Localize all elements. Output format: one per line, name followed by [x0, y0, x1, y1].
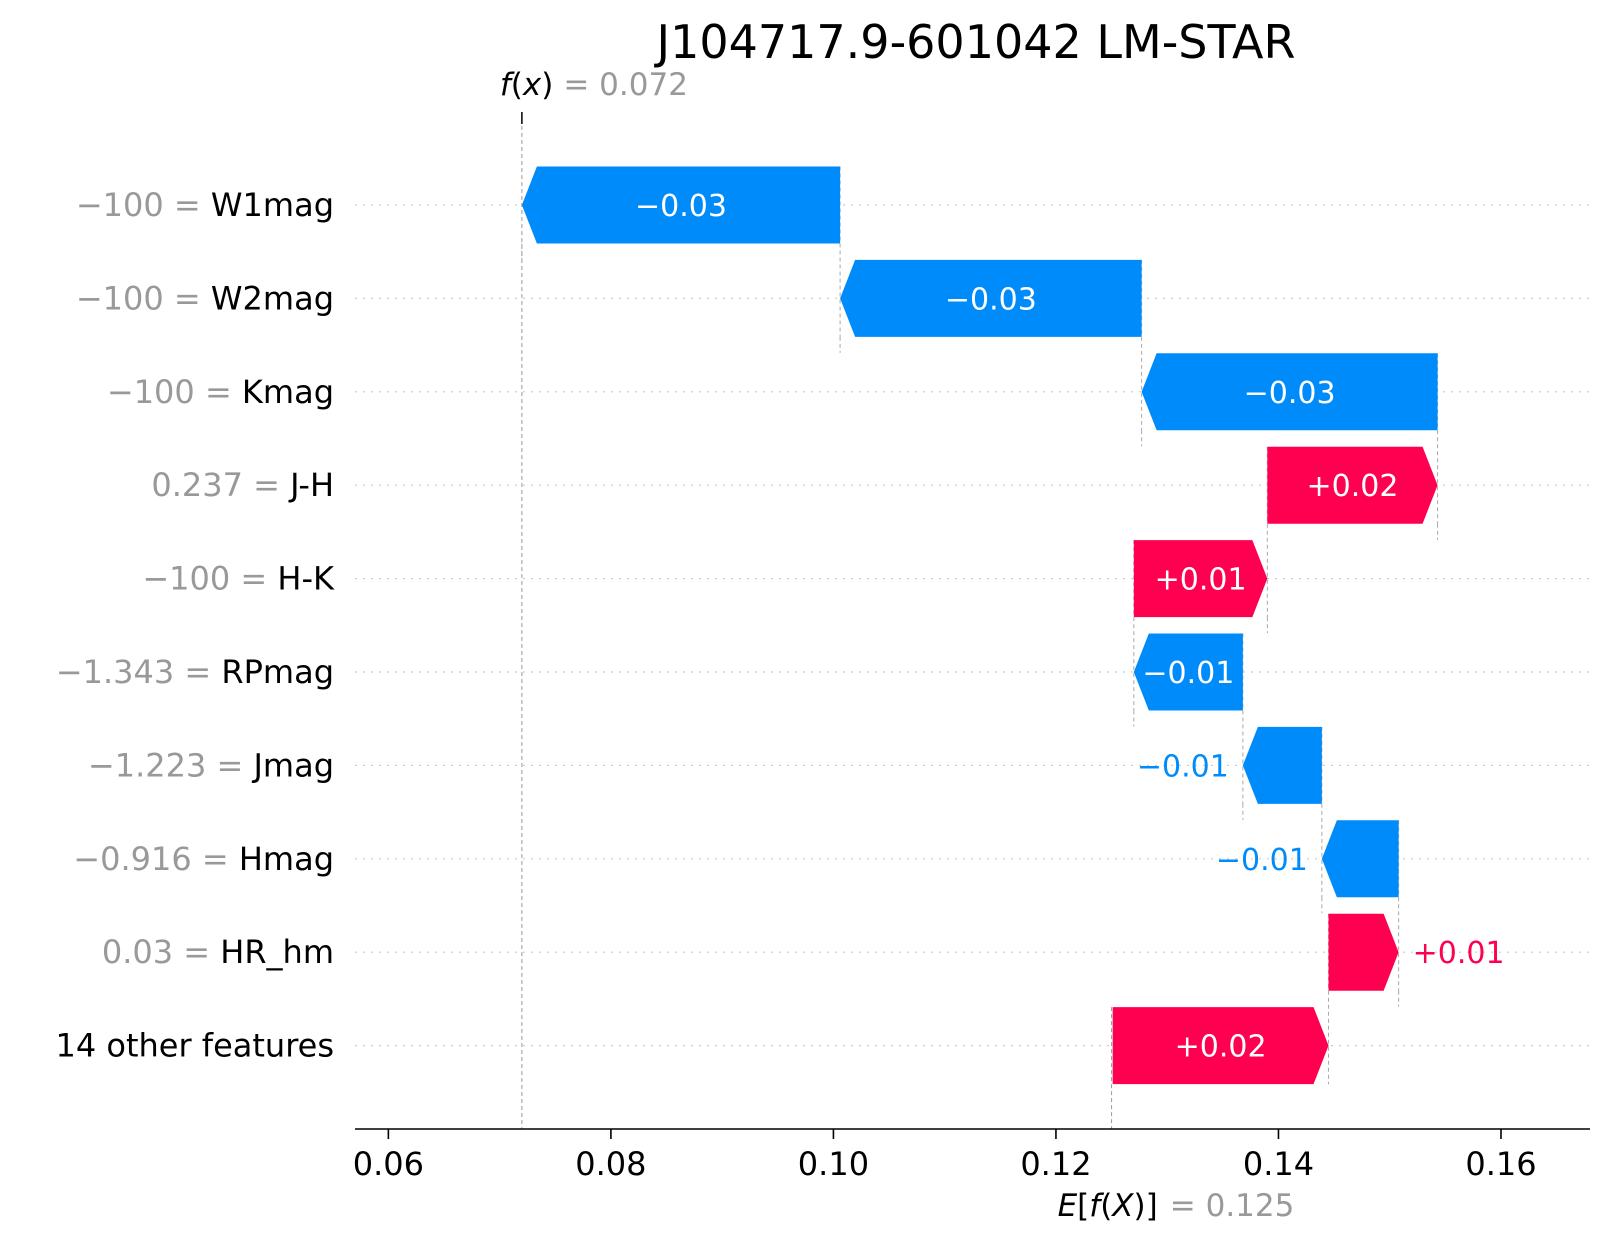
bar-14-other-features [1112, 1007, 1329, 1085]
feature-name: W1mag [211, 186, 334, 224]
efx-label: E[f(X)] = 0.125 [1058, 1188, 1295, 1224]
bar-value-label: −0.01 [1216, 843, 1308, 878]
feature-value: −1.343 = [56, 653, 222, 691]
bar-w1mag [521, 166, 841, 244]
feature-name: W2mag [211, 279, 334, 317]
bar-value-label: +0.02 [1175, 1030, 1267, 1065]
feature-label: 0.237 = J-H [151, 466, 334, 504]
feature-label: −100 = W2mag [76, 279, 334, 317]
feature-name: Kmag [242, 373, 334, 411]
feature-value: −100 = [107, 373, 242, 411]
bar-value-label: −0.03 [1244, 376, 1336, 411]
bar-value-label: +0.01 [1155, 563, 1247, 598]
bar-j-h [1267, 446, 1438, 524]
feature-label: −1.223 = Jmag [88, 746, 334, 784]
feature-label: −0.916 = Hmag [73, 840, 334, 878]
x-tick-label: 0.16 [1465, 1145, 1536, 1183]
x-tick-label: 0.06 [353, 1145, 424, 1183]
feature-name: RPmag [221, 653, 334, 691]
feature-label: −100 = H-K [142, 560, 335, 598]
feature-label: 0.03 = HR_hm [102, 933, 334, 971]
feature-label: −100 = Kmag [107, 373, 334, 411]
bar-value-label: +0.01 [1413, 936, 1505, 971]
chart-title: J104717.9-601042 LM-STAR [654, 15, 1296, 69]
feature-value: −100 = [76, 279, 211, 317]
bars [521, 166, 1438, 1085]
bar-rpmag [1133, 633, 1243, 711]
x-axis: 0.06 0.08 0.10 0.12 0.14 0.16 [353, 1128, 1590, 1183]
feature-value: 0.237 = [151, 466, 290, 504]
bar-w2mag [840, 259, 1142, 337]
bar-kmag [1141, 353, 1438, 431]
bar-value-label: −0.01 [1137, 749, 1229, 784]
feature-label: 14 other features [55, 1027, 334, 1065]
x-tick-label: 0.10 [798, 1145, 869, 1183]
feature-name: J-H [288, 466, 334, 504]
feature-value: −100 = [142, 560, 277, 598]
x-tick-label: 0.14 [1243, 1145, 1314, 1183]
bar-value-label: −0.03 [635, 189, 727, 224]
bar-hmag [1321, 820, 1399, 898]
feature-value: 0.03 = [102, 933, 220, 971]
bar-value-label: +0.02 [1306, 469, 1398, 504]
feature-value: −100 = [76, 186, 211, 224]
bar-value-label: −0.03 [945, 282, 1037, 317]
bar-hr_hm [1328, 913, 1399, 991]
bar-h-k [1133, 540, 1268, 618]
feature-value: −1.223 = [88, 746, 254, 784]
feature-name: Hmag [239, 840, 334, 878]
bar-jmag [1242, 726, 1322, 804]
feature-name: HR_hm [220, 933, 334, 971]
feature-name: 14 other features [55, 1027, 334, 1065]
feature-label: −100 = W1mag [76, 186, 334, 224]
fx-label: f(x) = 0.072 [500, 67, 688, 103]
bar-value-label: −0.01 [1142, 656, 1234, 691]
feature-name: Jmag [251, 746, 334, 784]
x-tick-label: 0.08 [575, 1145, 646, 1183]
reference-lines [521, 112, 1113, 1129]
feature-name: H-K [277, 560, 335, 598]
feature-label: −1.343 = RPmag [56, 653, 334, 691]
feature-labels: −0.03 −100 = W1mag −0.03 −100 = W2mag −0.03 −… [55, 186, 1504, 1065]
feature-value: −0.916 = [73, 840, 239, 878]
x-tick-label: 0.12 [1020, 1145, 1091, 1183]
